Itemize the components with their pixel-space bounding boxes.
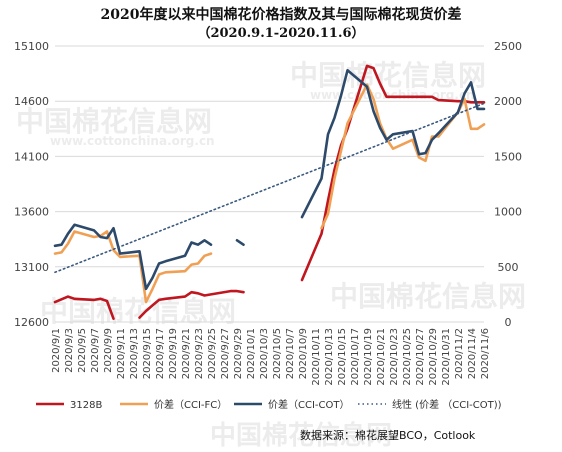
x-tick-label: 2020/10/21 [376,328,387,386]
x-tick-label: 2020/9/29 [233,328,244,379]
legend-label: 3128B [70,400,102,411]
gridlines [55,45,484,323]
x-tick-label: 2020/9/5 [77,328,88,373]
series-line-right-2 [235,239,245,246]
x-tick-label: 2020/10/15 [337,328,348,386]
x-tick-label: 2020/10/19 [363,328,374,386]
legend-label: 价差（CCI-FC） [154,398,227,411]
y-right-tick-label: 500 [498,261,519,274]
y-right-tick-label: 1500 [494,150,522,163]
x-tick-label: 2020/9/17 [155,328,166,379]
x-tick-label: 2020/9/23 [194,328,205,379]
chart-title: 2020年度以来中国棉花价格指数及其与国际棉花现货价差 [100,7,462,23]
x-tick-label: 2020/9/19 [168,328,179,379]
series-line-right-1 [320,83,486,230]
series-line-right-2 [300,69,486,219]
y-left-tick-label: 13600 [14,206,49,219]
x-tick-label: 2020/9/3 [64,328,75,373]
x-tick-label: 2020/11/2 [454,328,465,379]
y-right-tick-label: 2500 [494,40,522,53]
x-tick-label: 2020/9/9 [103,328,114,373]
x-tick-label: 2020/10/9 [298,328,309,379]
series-line-right-3 [54,102,485,274]
x-tick-label: 2020/9/13 [129,328,140,379]
series-line-3128b [138,289,245,319]
x-tick-label: 2020/10/25 [402,328,413,386]
x-tick-label: 2020/10/31 [441,328,452,386]
x-tick-label: 2020/10/13 [324,328,335,386]
y-right-tick-label: 1000 [494,206,522,219]
y-right-tick-label: 0 [505,316,512,329]
series-line-right-2 [53,223,213,291]
x-tick-label: 2020/9/21 [181,328,192,379]
y-left-tick-label: 14100 [14,150,49,163]
x-tick-label: 2020/10/17 [350,328,361,386]
data-source: 数据来源：棉花展望BCO，Cotlook [300,429,476,442]
x-tick-label: 2020/11/6 [480,328,491,379]
y-left-tick-label: 14600 [14,95,49,108]
axes: 12600 0 13100 500 13600 1000 14100 1500 14600 200… [14,40,522,386]
x-tick-label: 2020/9/27 [220,328,231,379]
x-tick-label: 2020/9/25 [207,328,218,379]
x-tick-label: 2020/10/29 [428,328,439,386]
x-tick-label: 2020/10/7 [285,328,296,379]
x-tick-label: 2020/10/3 [259,328,270,379]
legend-label: 价差（CCI-COT） [268,398,349,411]
x-tick-label: 2020/10/5 [272,328,283,379]
series-line-3128b [53,295,115,321]
x-tick-label: 2020/11/4 [467,328,478,379]
x-tick-label: 2020/9/1 [51,328,62,373]
y-left-tick-label: 15100 [14,40,49,53]
series-line-3128b [300,64,486,282]
legend: 3128B 价差（CCI-FC） 价差（CCI-COT） 线性 (价差 （CCI-CO… [36,398,502,411]
x-tick-label: 2020/9/11 [116,328,127,379]
legend-label: 线性 (价差 （CCI-COT)) [392,398,502,411]
chart-subtitle: （2020.9.1-2020.11.6） [197,26,365,41]
y-right-tick-label: 2000 [494,95,522,108]
x-tick-label: 2020/10/27 [415,328,426,386]
x-tick-label: 2020/10/11 [311,328,322,386]
x-tick-label: 2020/9/15 [142,328,153,379]
x-tick-label: 2020/9/7 [90,328,101,373]
x-tick-label: 2020/10/23 [389,328,400,386]
y-left-tick-label: 13100 [14,261,49,274]
y-left-tick-label: 12600 [14,316,49,329]
series-lines [53,64,486,321]
x-tick-label: 2020/10/1 [246,328,257,379]
